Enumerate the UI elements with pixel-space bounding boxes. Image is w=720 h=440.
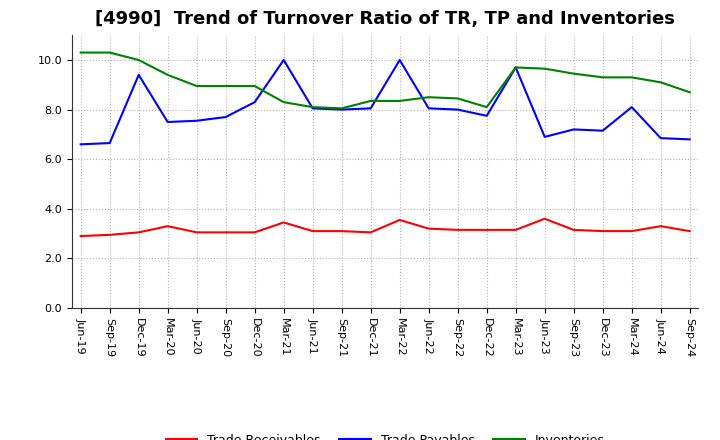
- Inventories: [163, 72, 172, 77]
- Inventories: [511, 65, 520, 70]
- Inventories: [627, 75, 636, 80]
- Trade Payables: [308, 106, 317, 111]
- Inventories: [135, 57, 143, 62]
- Legend: Trade Receivables, Trade Payables, Inventories: Trade Receivables, Trade Payables, Inven…: [161, 429, 610, 440]
- Trade Receivables: [570, 227, 578, 232]
- Inventories: [424, 95, 433, 100]
- Trade Receivables: [598, 228, 607, 234]
- Inventories: [657, 80, 665, 85]
- Line: Trade Receivables: Trade Receivables: [81, 219, 690, 236]
- Trade Payables: [279, 57, 288, 62]
- Trade Payables: [192, 118, 201, 123]
- Inventories: [598, 75, 607, 80]
- Inventories: [482, 104, 491, 110]
- Inventories: [308, 104, 317, 110]
- Trade Payables: [685, 137, 694, 142]
- Trade Receivables: [627, 228, 636, 234]
- Trade Receivables: [366, 230, 375, 235]
- Trade Payables: [135, 72, 143, 77]
- Trade Payables: [221, 114, 230, 120]
- Trade Receivables: [279, 220, 288, 225]
- Inventories: [395, 98, 404, 103]
- Inventories: [338, 106, 346, 111]
- Trade Receivables: [424, 226, 433, 231]
- Trade Receivables: [338, 228, 346, 234]
- Trade Receivables: [511, 227, 520, 232]
- Trade Receivables: [251, 230, 259, 235]
- Trade Payables: [424, 106, 433, 111]
- Inventories: [221, 84, 230, 89]
- Line: Trade Payables: Trade Payables: [81, 60, 690, 144]
- Trade Receivables: [482, 227, 491, 232]
- Trade Receivables: [105, 232, 114, 238]
- Inventories: [279, 99, 288, 105]
- Trade Payables: [511, 65, 520, 70]
- Title: [4990]  Trend of Turnover Ratio of TR, TP and Inventories: [4990] Trend of Turnover Ratio of TR, TP…: [95, 10, 675, 28]
- Inventories: [366, 98, 375, 103]
- Inventories: [541, 66, 549, 71]
- Inventories: [251, 84, 259, 89]
- Trade Receivables: [308, 228, 317, 234]
- Trade Payables: [366, 106, 375, 111]
- Line: Inventories: Inventories: [81, 52, 690, 108]
- Inventories: [105, 50, 114, 55]
- Trade Receivables: [192, 230, 201, 235]
- Trade Payables: [251, 99, 259, 105]
- Trade Payables: [105, 140, 114, 146]
- Trade Payables: [338, 107, 346, 112]
- Trade Payables: [541, 134, 549, 139]
- Trade Receivables: [657, 224, 665, 229]
- Trade Payables: [163, 119, 172, 125]
- Trade Receivables: [135, 230, 143, 235]
- Trade Receivables: [395, 217, 404, 223]
- Trade Payables: [454, 107, 462, 112]
- Trade Receivables: [221, 230, 230, 235]
- Trade Receivables: [685, 228, 694, 234]
- Trade Receivables: [454, 227, 462, 232]
- Trade Payables: [395, 57, 404, 62]
- Trade Payables: [76, 142, 85, 147]
- Trade Payables: [657, 136, 665, 141]
- Trade Receivables: [541, 216, 549, 221]
- Trade Receivables: [163, 224, 172, 229]
- Trade Payables: [570, 127, 578, 132]
- Inventories: [570, 71, 578, 76]
- Inventories: [685, 90, 694, 95]
- Inventories: [76, 50, 85, 55]
- Trade Receivables: [76, 234, 85, 239]
- Inventories: [454, 96, 462, 101]
- Trade Payables: [482, 113, 491, 118]
- Trade Payables: [627, 104, 636, 110]
- Inventories: [192, 84, 201, 89]
- Trade Payables: [598, 128, 607, 133]
